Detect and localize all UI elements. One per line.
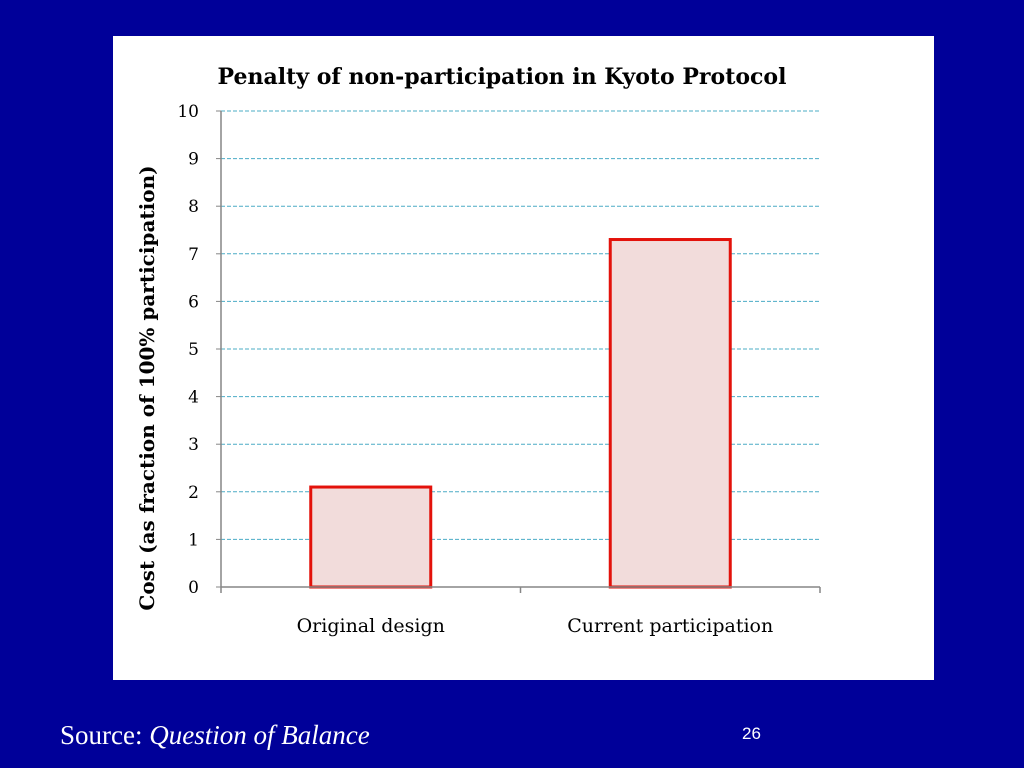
y-axis-label: Cost (as fraction of 100% participation)	[135, 165, 159, 610]
bars	[309, 238, 732, 589]
y-tick-label: 4	[188, 388, 199, 408]
y-tick-label: 8	[188, 197, 199, 217]
y-tick-label: 7	[188, 245, 199, 265]
axes	[220, 111, 821, 593]
y-tick-label: 6	[188, 292, 199, 312]
source-prefix: Source:	[60, 720, 143, 750]
chart-panel: Penalty of non-participation in Kyoto Pr…	[113, 36, 934, 680]
y-tick-label: 9	[188, 150, 199, 170]
y-tick-label: 1	[188, 530, 199, 550]
bar-original-design	[309, 485, 433, 589]
x-category-label: Original design	[297, 615, 445, 637]
x-axis-categories: Original design Current participation	[297, 615, 774, 637]
chart-title: Penalty of non-participation in Kyoto Pr…	[218, 64, 787, 90]
y-tick-label: 3	[188, 435, 199, 455]
bar-current-participation	[608, 238, 732, 589]
source-citation: Source: Question of Balance	[60, 720, 370, 751]
page-number: 26	[742, 724, 761, 743]
bar-chart: Penalty of non-participation in Kyoto Pr…	[135, 64, 821, 637]
source-title: Question of Balance	[149, 720, 370, 750]
x-category-label: Current participation	[567, 615, 773, 637]
y-tick-label: 0	[188, 578, 199, 598]
y-tick-label: 2	[188, 483, 199, 503]
y-tick-label: 5	[188, 340, 199, 360]
y-axis-ticks: 0 1 2 3 4 5 6 7 8 9 10	[177, 102, 221, 598]
y-tick-label: 10	[177, 102, 199, 122]
